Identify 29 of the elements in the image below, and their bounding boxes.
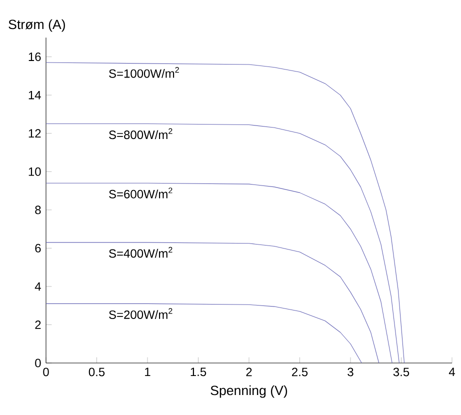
y-axis-title: Strøm (A) xyxy=(8,19,65,32)
y-tick-label: 12 xyxy=(28,129,41,138)
y-tick-label: 6 xyxy=(35,244,41,252)
line-series xyxy=(46,182,392,364)
series-label: S=1000W/m$^{2}$ xyxy=(109,67,179,78)
x-tick-label: 4 xyxy=(448,368,455,376)
x-tick-label: 0.5 xyxy=(88,368,105,376)
line-series xyxy=(46,242,380,364)
y-tick-label: 14 xyxy=(28,90,41,100)
x-tick-label: 0 xyxy=(43,368,49,376)
x-tick-label: 1.5 xyxy=(190,368,206,376)
series-label: S=200W/m$^{2}$ xyxy=(109,308,172,319)
series-label: S=600W/m$^{2}$ xyxy=(109,188,172,198)
line-series xyxy=(46,303,362,364)
x-axis-title: Spenning (V) xyxy=(210,385,288,398)
y-tick-label: 4 xyxy=(34,282,41,291)
x-tick-label: 3 xyxy=(348,368,354,376)
x-tick-label: 2.5 xyxy=(292,368,308,376)
series-label: S=400W/m$^{2}$ xyxy=(109,246,172,258)
y-tick-label: 10 xyxy=(28,167,41,176)
line-series xyxy=(46,124,400,364)
series-label: S=800W/m$^{2}$ xyxy=(109,128,172,140)
x-tick-label: 1 xyxy=(145,368,150,376)
y-tick-label: 8 xyxy=(35,206,41,214)
x-tick-label: 2 xyxy=(246,368,252,376)
y-tick-label: 2 xyxy=(35,320,41,329)
y-tick-label: 0 xyxy=(35,358,41,368)
x-tick-label: 3.5 xyxy=(393,368,410,376)
y-tick-label: 16 xyxy=(28,52,41,62)
